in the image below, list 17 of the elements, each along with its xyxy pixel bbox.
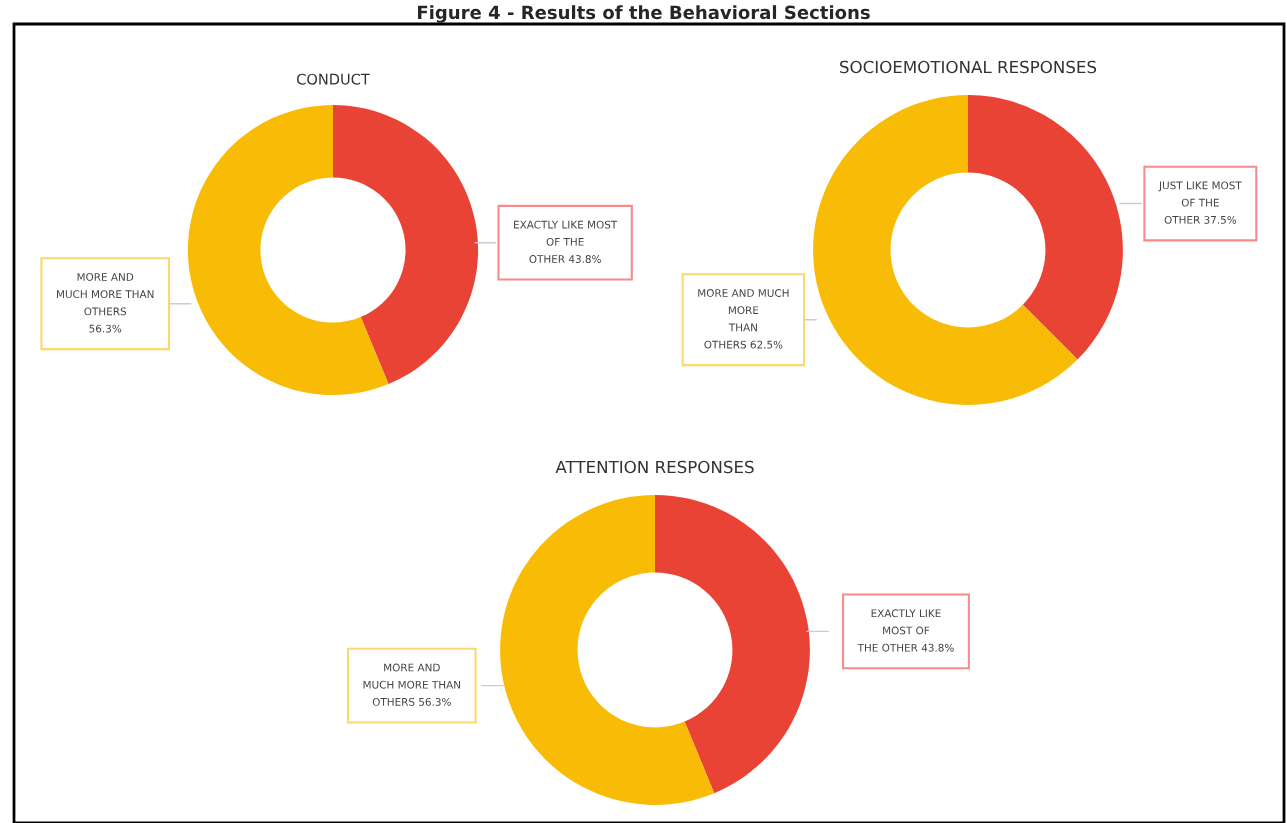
donut-slice (968, 95, 1123, 360)
chart-title: SOCIOEMOTIONAL RESPONSES (840, 60, 1097, 74)
caption: Figure 4 - Results of the Behavioral Sections (418, 5, 870, 23)
slice-label: MORE AND MUCH MORE THAN OTHERS (56, 273, 154, 316)
chart-title: ATTENTION RESPONSES (555, 460, 754, 474)
donut-slice (187, 104, 389, 396)
chart-title: CONDUCT (297, 73, 370, 85)
slice-label: EXACTLY LIKE MOST OF THE OTHER 43.8% (857, 609, 954, 652)
slice-label: MORE AND MUCH MORE THAN OTHERS 62.5% (698, 289, 789, 349)
slice-label: MORE AND MUCH MORE THAN OTHERS 56.3% (363, 663, 461, 706)
donut-slice (655, 495, 810, 794)
donut-slice (333, 104, 479, 385)
slice-label: EXACTLY LIKE MOST OF THE OTHER 43.8% (514, 220, 618, 263)
donut-slice (813, 95, 1078, 405)
slice-label: JUST LIKE MOST OF THE OTHER 37.5% (1158, 181, 1242, 224)
donut-slice (500, 495, 715, 805)
data-label: 56.3% (89, 324, 122, 333)
